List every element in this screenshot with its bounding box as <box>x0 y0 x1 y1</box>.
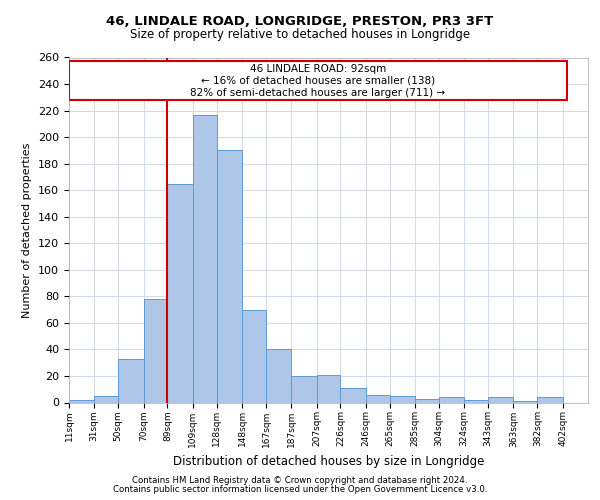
Bar <box>217 150 242 402</box>
Bar <box>167 184 193 402</box>
Text: Size of property relative to detached houses in Longridge: Size of property relative to detached ho… <box>130 28 470 41</box>
Bar <box>340 388 366 402</box>
Bar <box>366 394 390 402</box>
Bar <box>143 299 167 403</box>
Text: Contains public sector information licensed under the Open Government Licence v3: Contains public sector information licen… <box>113 485 487 494</box>
Text: 46 LINDALE ROAD: 92sqm: 46 LINDALE ROAD: 92sqm <box>250 64 386 74</box>
Bar <box>291 376 317 402</box>
Bar <box>69 400 94 402</box>
Bar <box>266 350 291 403</box>
Bar <box>317 374 340 402</box>
Bar <box>538 397 563 402</box>
Y-axis label: Number of detached properties: Number of detached properties <box>22 142 32 318</box>
Bar <box>464 400 488 402</box>
X-axis label: Distribution of detached houses by size in Longridge: Distribution of detached houses by size … <box>173 455 484 468</box>
Text: Contains HM Land Registry data © Crown copyright and database right 2024.: Contains HM Land Registry data © Crown c… <box>132 476 468 485</box>
Text: 82% of semi-detached houses are larger (711) →: 82% of semi-detached houses are larger (… <box>190 88 445 99</box>
Bar <box>415 398 439 402</box>
Text: 46, LINDALE ROAD, LONGRIDGE, PRESTON, PR3 3FT: 46, LINDALE ROAD, LONGRIDGE, PRESTON, PR… <box>106 15 494 28</box>
Bar <box>514 401 538 402</box>
Bar <box>94 396 118 402</box>
Text: ← 16% of detached houses are smaller (138): ← 16% of detached houses are smaller (13… <box>201 76 435 86</box>
Bar <box>69 62 566 100</box>
Bar <box>488 397 514 402</box>
Bar <box>439 397 464 402</box>
Bar <box>242 310 266 402</box>
Bar <box>390 396 415 402</box>
Bar <box>193 114 217 403</box>
Bar <box>118 358 143 403</box>
